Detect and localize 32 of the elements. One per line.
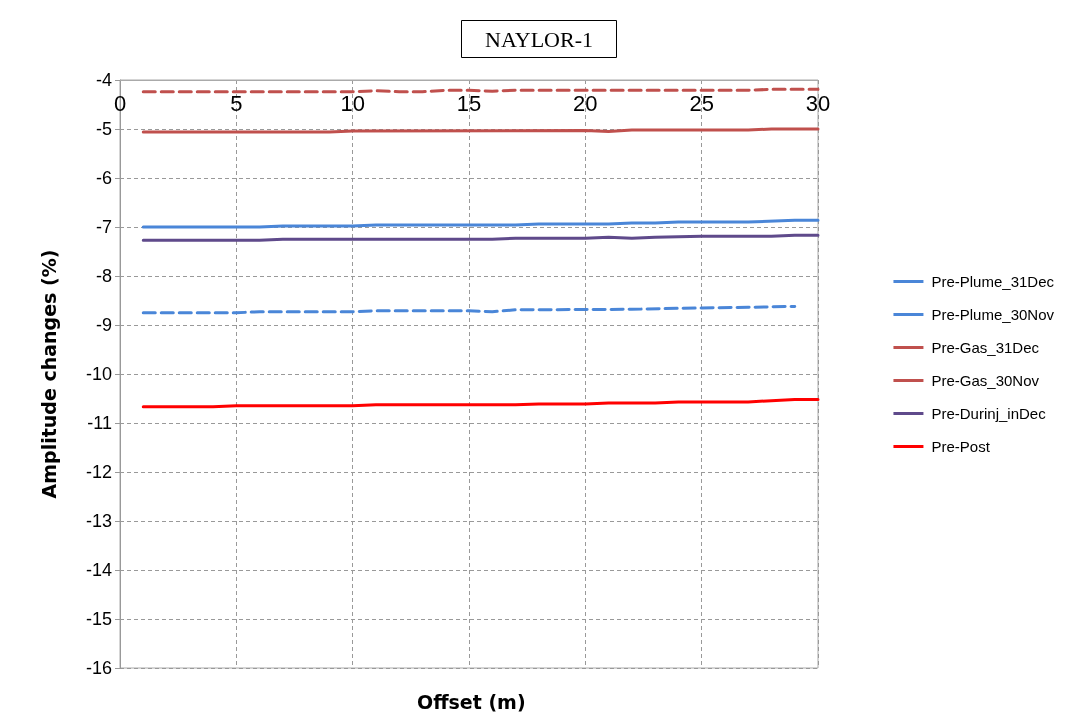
legend-label: Pre-Plume_30Nov: [931, 306, 1055, 323]
x-tick-label: 30: [805, 90, 831, 116]
line-series: [141, 397, 820, 409]
y-tick-label: -5: [95, 119, 112, 139]
x-tick-label: 15: [456, 90, 482, 116]
line-series: [141, 304, 797, 315]
y-tick-label: -10: [85, 364, 112, 384]
y-tick-label: -8: [95, 266, 112, 286]
line-series: [141, 218, 820, 229]
y-tick-label: -11: [87, 413, 112, 433]
y-tick-label: -7: [95, 217, 112, 237]
y-tick-label: -16: [85, 658, 112, 678]
y-tick-label: -6: [95, 168, 112, 188]
x-tick-label: 20: [573, 90, 598, 116]
y-tick-label: -4: [95, 70, 112, 90]
y-tick-label: -13: [85, 511, 112, 531]
x-tick-label: 25: [689, 90, 714, 116]
y-tick-label: -9: [95, 315, 112, 335]
y-tick-label: -12: [85, 462, 112, 482]
x-axis-title: Offset (m): [417, 690, 526, 713]
x-tick-label: 0: [113, 90, 127, 116]
y-axis-title: Amplitude changes (%): [37, 249, 60, 499]
legend-label: Pre-Gas_30Nov: [931, 372, 1040, 389]
legend-label: Pre-Durinj_inDec: [931, 405, 1047, 422]
y-tick-label: -14: [85, 560, 112, 580]
y-tick-label: -15: [85, 609, 112, 629]
legend-label: Pre-Gas_31Dec: [931, 339, 1040, 356]
x-tick-label: 10: [340, 90, 365, 116]
chart-title: NAYLOR-1: [485, 26, 593, 52]
legend-label: Pre-Post: [931, 438, 991, 455]
x-tick-label: 5: [230, 90, 243, 116]
legend-label: Pre-Plume_31Dec: [931, 273, 1055, 290]
